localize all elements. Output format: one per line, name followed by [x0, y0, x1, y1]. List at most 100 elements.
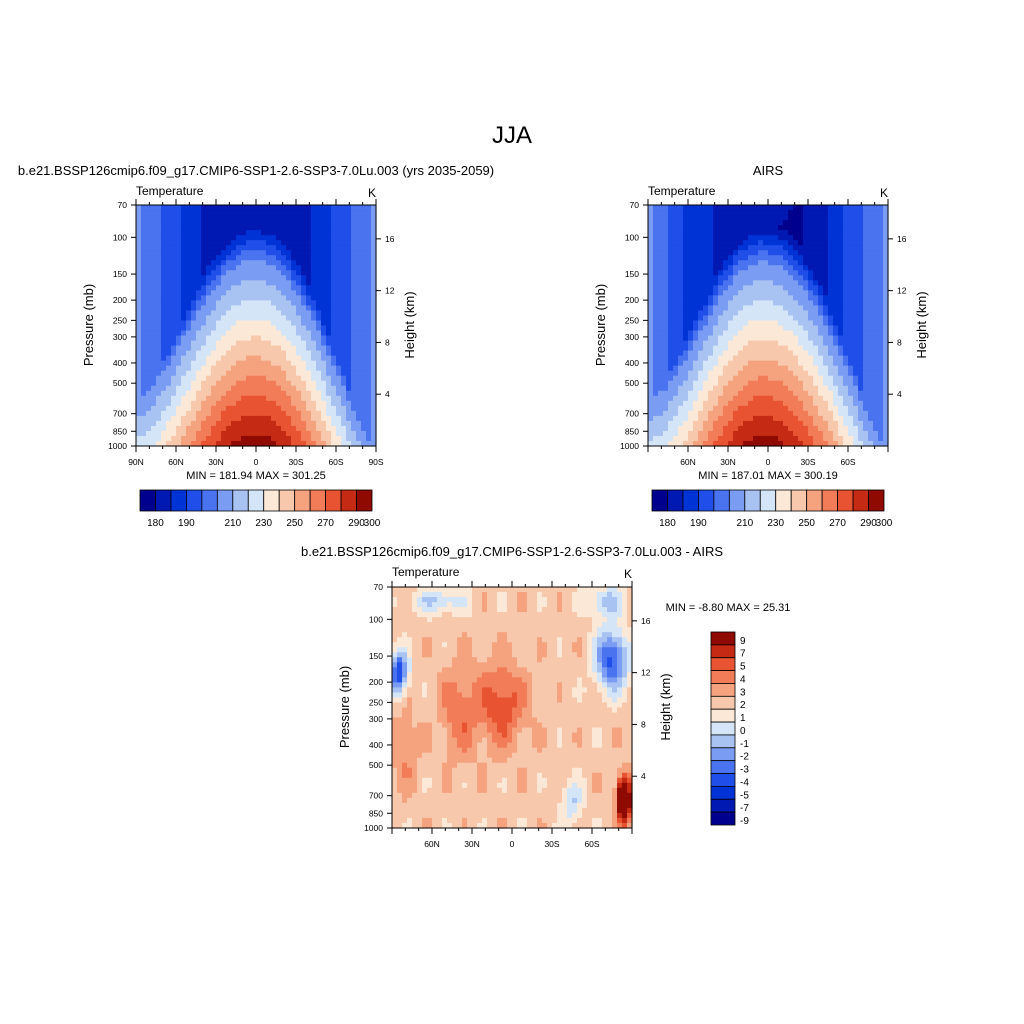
contour-cell	[828, 270, 834, 276]
contour-cell	[306, 230, 312, 236]
contour-cell	[296, 210, 302, 216]
contour-cell	[311, 405, 317, 412]
contour-cell	[683, 300, 689, 307]
contour-cell	[201, 270, 207, 276]
contour-cell	[356, 435, 362, 442]
contour-cell	[447, 602, 453, 608]
contour-cell	[713, 260, 719, 266]
contour-cell	[281, 350, 287, 357]
contour-cell	[366, 345, 372, 352]
contour-cell	[246, 210, 252, 216]
contour-cell	[361, 300, 367, 307]
contour-cell	[653, 305, 659, 312]
contour-cell	[291, 440, 297, 447]
contour-cell	[678, 335, 684, 342]
contour-cell	[361, 360, 367, 367]
contour-cell	[713, 275, 719, 281]
contour-cell	[216, 295, 222, 301]
contour-cell	[698, 225, 704, 231]
contour-cell	[673, 425, 679, 432]
contour-cell	[346, 205, 352, 211]
contour-cell	[718, 260, 724, 266]
contour-cell	[828, 305, 834, 312]
contour-cell	[206, 205, 212, 211]
contour-cell	[351, 260, 357, 266]
contour-cell	[316, 220, 322, 226]
contour-cell	[306, 345, 312, 352]
contour-cell	[748, 295, 754, 301]
contour-cell	[371, 210, 377, 216]
contour-cell	[758, 245, 764, 251]
contour-cell	[718, 425, 724, 432]
contour-cell	[798, 255, 804, 261]
contour-cell	[688, 385, 694, 392]
contour-cell	[718, 420, 724, 427]
contour-cell	[361, 240, 367, 246]
contour-cell	[246, 380, 252, 387]
contour-cell	[341, 415, 347, 422]
contour-cell	[171, 330, 177, 337]
contour-cell	[803, 245, 809, 251]
contour-cell	[703, 405, 709, 412]
contour-cell	[763, 360, 769, 367]
contour-cell	[161, 335, 167, 342]
contour-cell	[678, 280, 684, 286]
contour-cell	[773, 385, 779, 392]
contour-cell	[346, 440, 352, 447]
contour-cell	[146, 385, 152, 392]
contour-cell	[211, 345, 217, 352]
contour-cell	[703, 210, 709, 216]
contour-cell	[858, 380, 864, 387]
contour-cell	[166, 205, 172, 211]
contour-cell	[156, 335, 162, 342]
contour-cell	[868, 375, 874, 382]
contour-cell	[718, 360, 724, 367]
contour-cell	[823, 240, 829, 246]
contour-cell	[843, 360, 849, 367]
contour-cell	[321, 220, 327, 226]
contour-cell	[281, 390, 287, 397]
contour-cell	[778, 245, 784, 251]
min-max-label: MIN = 187.01 MAX = 300.19	[698, 470, 837, 482]
contour-cell	[276, 285, 282, 291]
y-tick-label: 850	[113, 426, 127, 436]
contour-cell	[803, 375, 809, 382]
contour-cell	[156, 400, 162, 407]
contour-cell	[492, 602, 498, 608]
contour-cell	[793, 280, 799, 286]
contour-cell	[356, 350, 362, 357]
contour-cell	[833, 215, 839, 221]
contour-cell	[146, 425, 152, 432]
contour-cell	[773, 425, 779, 432]
contour-cell	[366, 285, 372, 291]
contour-cell	[296, 350, 302, 357]
contour-cell	[281, 210, 287, 216]
contour-cell	[246, 245, 252, 251]
contour-cell	[808, 235, 814, 241]
contour-cell	[693, 290, 699, 296]
contour-cell	[683, 410, 689, 417]
contour-cell	[863, 235, 869, 241]
contour-cell	[286, 350, 292, 357]
contour-cell	[331, 375, 337, 382]
contour-cell	[758, 260, 764, 266]
contour-cell	[768, 400, 774, 407]
contour-cell	[848, 305, 854, 312]
contour-cell	[798, 310, 804, 317]
contour-cell	[753, 335, 759, 342]
contour-cell	[693, 235, 699, 241]
contour-cell	[201, 315, 207, 322]
contour-cell	[286, 280, 292, 286]
contour-cell	[321, 215, 327, 221]
contour-cell	[768, 305, 774, 312]
contour-cell	[326, 345, 332, 352]
contour-cell	[291, 325, 297, 332]
contour-cell	[276, 270, 282, 276]
contour-cell	[708, 335, 714, 342]
contour-cell	[201, 340, 207, 347]
contour-cell	[371, 235, 377, 241]
contour-cell	[271, 360, 277, 367]
y-tick-label: 400	[113, 358, 127, 368]
contour-cell	[572, 587, 578, 593]
contour-cell	[693, 300, 699, 307]
